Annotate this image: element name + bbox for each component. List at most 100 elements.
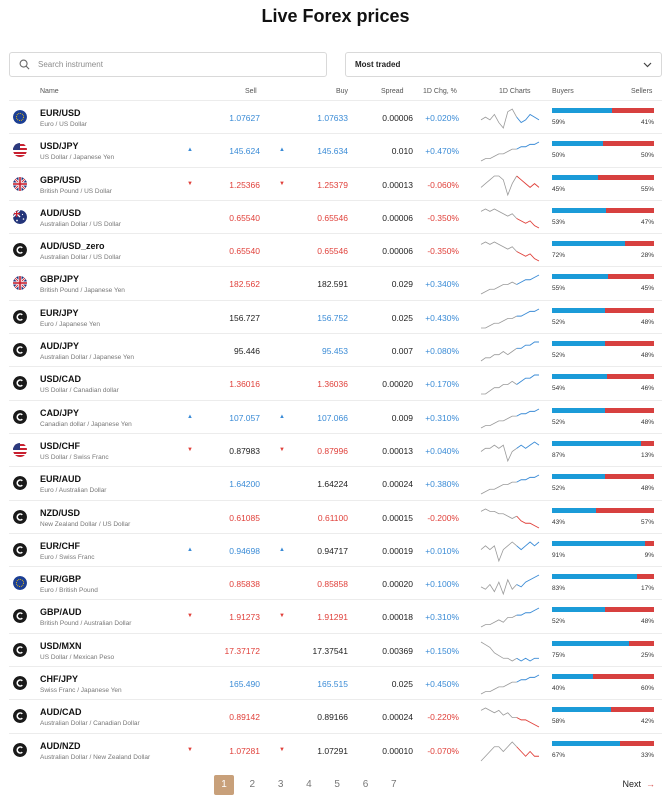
header-buy[interactable]: Buy <box>336 88 349 95</box>
header-name[interactable]: Name <box>40 88 59 95</box>
buy-price[interactable]: 95.453 <box>322 346 348 357</box>
instrument-symbol[interactable]: GBP/USD <box>40 174 82 185</box>
sort-select[interactable]: Most traded <box>345 52 662 77</box>
sell-price[interactable]: 17.37172 <box>224 645 260 656</box>
page-7-button[interactable]: 7 <box>391 779 397 790</box>
table-row[interactable]: USD/JPY US Dollar / Japanese Yen ▲ ▲ 145.… <box>9 133 662 166</box>
search-input[interactable] <box>38 60 298 69</box>
table-row[interactable]: AUD/USD Australian Dollar / US Dollar 0.… <box>9 199 662 233</box>
sell-price[interactable]: 165.490 <box>229 679 260 690</box>
table-row[interactable]: CHF/JPY Swiss Franc / Japanese Yen 165.4… <box>9 666 662 699</box>
buyers-fill <box>552 640 629 646</box>
instrument-symbol[interactable]: USD/JPY <box>40 141 79 152</box>
buy-price[interactable]: 156.752 <box>317 312 348 323</box>
buy-price[interactable]: 1.25379 <box>317 179 348 190</box>
buy-price[interactable]: 0.65546 <box>317 246 348 257</box>
table-row[interactable]: USD/MXN US Dollar / Mexican Peso 17.3717… <box>9 632 662 666</box>
sell-price[interactable]: 1.07627 <box>229 113 260 123</box>
table-row[interactable]: GBP/USD British Pound / US Dollar ▼ ▼ 1.2… <box>9 166 662 200</box>
table-row[interactable]: CAD/JPY Canadian dollar / Japanese Yen ▲… <box>9 399 662 433</box>
buy-price[interactable]: 165.515 <box>317 679 348 690</box>
table-row[interactable]: GBP/AUD British Pound / Australian Dolla… <box>9 599 662 632</box>
page-4-button[interactable]: 4 <box>306 779 312 790</box>
buy-price[interactable]: 17.37541 <box>312 645 348 656</box>
table-row[interactable]: AUD/NZD Australian Dollar / New Zealand … <box>9 732 662 766</box>
page-3-button[interactable]: 3 <box>277 779 284 790</box>
buy-price[interactable]: 1.64224 <box>317 479 348 490</box>
sell-price[interactable]: 182.562 <box>229 279 260 290</box>
page-2-button[interactable]: 2 <box>249 779 256 790</box>
table-row[interactable]: AUD/CAD Australian Dollar / Canadian Dol… <box>9 699 662 732</box>
buy-price[interactable]: 1.07633 <box>317 113 348 123</box>
table-row[interactable]: GBP/JPY British Pound / Japanese Yen 182… <box>9 266 662 299</box>
buy-price[interactable]: 145.634 <box>317 146 348 157</box>
instrument-symbol[interactable]: USD/CHF <box>40 440 80 451</box>
buy-price[interactable]: 0.65546 <box>317 212 348 223</box>
table-row[interactable]: EUR/JPY Euro / Japanese Yen 156.727 156.… <box>9 299 662 333</box>
sell-price[interactable]: 0.65540 <box>229 246 260 257</box>
sell-price[interactable]: 1.25366 <box>229 179 260 190</box>
table-row[interactable]: USD/CHF US Dollar / Swiss Franc ▼ ▼ 0.879… <box>9 432 662 466</box>
sell-price[interactable]: 1.07281 <box>229 745 260 756</box>
sell-price[interactable]: 0.85838 <box>229 579 260 590</box>
page-1-button[interactable]: 1 <box>214 775 234 795</box>
table-row[interactable]: AUD/JPY Australian Dollar / Japanese Yen… <box>9 333 662 366</box>
header-spread[interactable]: Spread <box>381 88 404 95</box>
buy-price[interactable]: 1.07291 <box>317 745 348 756</box>
sell-price[interactable]: 1.91273 <box>229 612 260 623</box>
sell-price[interactable]: 1.64200 <box>229 479 260 490</box>
table-row[interactable]: EUR/CHF Euro / Swiss Franc ▲ ▲ 0.94698 0.… <box>9 532 662 566</box>
search-box[interactable] <box>9 52 327 77</box>
buy-price[interactable]: 0.85858 <box>317 579 348 590</box>
buy-price[interactable]: 182.591 <box>317 279 348 290</box>
instrument-symbol[interactable]: AUD/JPY <box>40 341 80 352</box>
instrument-symbol[interactable]: EUR/USD <box>40 108 81 118</box>
instrument-symbol[interactable]: CAD/JPY <box>40 407 80 418</box>
header-chg[interactable]: 1D Chg, % <box>423 88 457 95</box>
instrument-symbol[interactable]: AUD/CAD <box>40 707 82 718</box>
sell-price[interactable]: 95.446 <box>234 346 260 357</box>
buy-price[interactable]: 1.36036 <box>317 379 348 390</box>
next-page-button[interactable]: Next → <box>622 779 655 789</box>
sell-price[interactable]: 0.61085 <box>229 512 260 523</box>
table-row[interactable]: EUR/AUD Euro / Australian Dollar 1.64200… <box>9 466 662 499</box>
table-row[interactable]: EUR/GBP Euro / British Pound 0.85838 0.8… <box>9 566 662 599</box>
buy-price[interactable]: 1.91291 <box>317 612 348 623</box>
buy-price[interactable]: 0.61100 <box>317 512 348 523</box>
sell-price[interactable]: 1.36016 <box>229 379 260 390</box>
instrument-symbol[interactable]: EUR/CHF <box>40 540 80 551</box>
spread-value: 0.00006 <box>382 113 413 123</box>
sell-price[interactable]: 156.727 <box>229 312 260 323</box>
sell-price[interactable]: 145.624 <box>229 146 260 157</box>
sell-price[interactable]: 0.94698 <box>229 545 260 556</box>
buy-price[interactable]: 0.94717 <box>317 545 348 556</box>
instrument-symbol[interactable]: GBP/AUD <box>40 607 82 618</box>
sell-price[interactable]: 0.65540 <box>229 212 260 223</box>
page-6-button[interactable]: 6 <box>362 779 369 790</box>
header-sell[interactable]: Sell <box>245 88 257 95</box>
sell-price[interactable]: 107.057 <box>229 412 260 423</box>
instrument-symbol[interactable]: GBP/JPY <box>40 274 80 285</box>
sell-price[interactable]: 0.87983 <box>229 445 260 456</box>
instrument-symbol[interactable]: USD/MXN <box>40 640 82 651</box>
instrument-symbol[interactable]: EUR/AUD <box>40 474 82 485</box>
page-5-button[interactable]: 5 <box>334 779 340 790</box>
instrument-symbol[interactable]: NZD/USD <box>40 507 80 518</box>
instrument-symbol[interactable]: USD/CAD <box>40 374 82 385</box>
instrument-symbol[interactable]: AUD/USD <box>40 207 82 218</box>
sell-price[interactable]: 0.89142 <box>229 712 260 723</box>
instrument-symbol[interactable]: AUD/NZD <box>40 740 81 751</box>
table-row[interactable]: EUR/USD Euro / US Dollar 1.07627 1.07633… <box>9 100 662 133</box>
buy-price[interactable]: 0.87996 <box>317 445 348 456</box>
instrument-symbol[interactable]: EUR/GBP <box>40 574 82 585</box>
instrument-symbol[interactable]: EUR/JPY <box>40 307 79 318</box>
table-row[interactable]: USD/CAD US Dollar / Canadian dollar 1.36… <box>9 366 662 399</box>
table-row[interactable]: NZD/USD New Zealand Dollar / US Dollar 0… <box>9 499 662 533</box>
daily-change: +0.470% <box>425 146 459 157</box>
buy-price[interactable]: 107.066 <box>317 412 348 423</box>
table-row[interactable]: AUD/USD_zero Australian Dollar / US Doll… <box>9 233 662 266</box>
instrument-symbol[interactable]: CHF/JPY <box>40 674 79 685</box>
sentiment-bar <box>552 407 654 413</box>
instrument-symbol[interactable]: AUD/USD_zero <box>40 241 105 252</box>
buy-price[interactable]: 0.89166 <box>317 712 348 723</box>
